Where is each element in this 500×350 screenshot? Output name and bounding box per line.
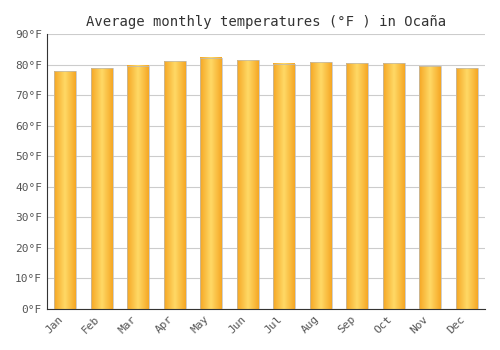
Bar — [236, 60, 258, 309]
Bar — [383, 63, 404, 309]
Bar — [456, 69, 477, 309]
Bar — [164, 61, 186, 309]
Bar — [200, 57, 222, 309]
Bar — [420, 66, 441, 309]
Bar — [273, 64, 295, 309]
Bar — [54, 71, 76, 309]
Bar — [127, 66, 149, 309]
Title: Average monthly temperatures (°F ) in Ocaña: Average monthly temperatures (°F ) in Oc… — [86, 15, 446, 29]
Bar — [90, 69, 112, 309]
Bar — [346, 63, 368, 309]
Bar — [310, 62, 332, 309]
